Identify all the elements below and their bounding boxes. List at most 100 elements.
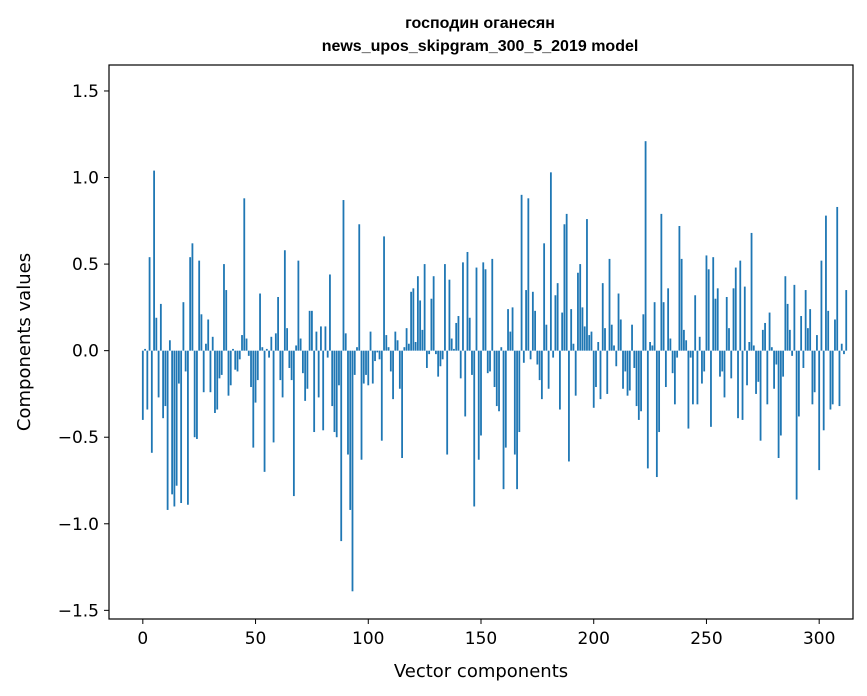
- bar-125: [423, 264, 426, 351]
- bar-262: [732, 288, 735, 351]
- bar-71: [301, 350, 304, 374]
- bar-179: [545, 324, 548, 351]
- bar-305: [829, 350, 832, 410]
- bar-307: [834, 319, 836, 351]
- x-tick-label-2: 100: [352, 629, 384, 649]
- bar-238: [678, 226, 681, 351]
- bar-131: [437, 350, 440, 377]
- bar-172: [529, 350, 532, 360]
- bar-231: [662, 302, 665, 351]
- bar-182: [552, 350, 555, 358]
- bar-102: [371, 350, 374, 384]
- bar-133: [441, 350, 444, 360]
- bar-226: [651, 345, 654, 351]
- bar-160: [502, 350, 505, 490]
- y-tick-label-5: −1.0: [58, 515, 99, 535]
- bar-99: [365, 350, 367, 375]
- bar-258: [723, 350, 726, 398]
- bar-267: [743, 286, 746, 351]
- bar-150: [480, 350, 482, 436]
- bar-194: [579, 264, 582, 351]
- bar-91: [347, 350, 349, 455]
- bar-23: [193, 350, 196, 438]
- bar-59: [274, 333, 277, 351]
- bar-186: [561, 312, 564, 351]
- bar-246: [696, 350, 699, 405]
- bar-101: [369, 331, 372, 351]
- bar-83: [329, 274, 331, 351]
- bar-149: [477, 350, 480, 460]
- bar-7: [157, 350, 160, 398]
- bar-67: [292, 350, 295, 497]
- bar-96: [358, 224, 361, 351]
- bar-17: [180, 350, 183, 504]
- bar-28: [205, 343, 207, 351]
- bar-130: [435, 350, 437, 355]
- bar-21: [189, 257, 192, 351]
- bar-193: [577, 272, 579, 351]
- bar-49: [252, 350, 255, 448]
- bar-84: [331, 350, 334, 407]
- x-tick-label-0: 0: [137, 629, 148, 649]
- bar-237: [676, 350, 679, 358]
- bar-121: [414, 342, 417, 351]
- bar-135: [446, 350, 449, 455]
- y-tick-label-2: 0.5: [72, 255, 99, 275]
- bar-239: [680, 258, 683, 351]
- bar-137: [450, 338, 453, 351]
- bar-112: [394, 331, 397, 351]
- bar-148: [475, 267, 478, 351]
- bar-25: [198, 260, 201, 351]
- bar-103: [374, 350, 376, 362]
- bar-297: [811, 350, 814, 405]
- bar-97: [360, 350, 363, 460]
- bar-259: [725, 296, 728, 351]
- bar-285: [784, 276, 787, 351]
- bar-75: [311, 310, 313, 351]
- bar-213: [622, 350, 624, 389]
- bar-69: [297, 260, 300, 351]
- bar-271: [752, 345, 755, 351]
- bar-43: [238, 350, 241, 360]
- bar-227: [653, 302, 656, 351]
- bar-85: [333, 350, 336, 433]
- bar-79: [320, 326, 322, 351]
- bar-232: [664, 350, 667, 388]
- bar-154: [489, 350, 491, 372]
- bar-235: [671, 350, 674, 374]
- bar-153: [486, 350, 489, 374]
- bar-202: [597, 342, 600, 351]
- bar-74: [308, 310, 311, 351]
- bar-207: [608, 258, 611, 351]
- bar-302: [822, 350, 825, 431]
- bar-78: [317, 350, 320, 398]
- bar-68: [295, 345, 298, 351]
- y-axis-label: Components values: [14, 253, 35, 431]
- bar-294: [804, 290, 807, 351]
- bar-162: [507, 309, 509, 351]
- bar-140: [457, 316, 460, 351]
- bar-225: [649, 342, 651, 351]
- bar-40: [232, 348, 234, 351]
- bar-156: [493, 350, 496, 388]
- bar-73: [306, 350, 309, 389]
- bar-268: [746, 350, 748, 386]
- bar-224: [646, 350, 649, 469]
- bar-144: [466, 251, 469, 351]
- bar-212: [619, 319, 622, 351]
- bar-141: [459, 350, 462, 379]
- bar-22: [191, 243, 194, 351]
- bar-6: [155, 317, 158, 351]
- x-tick-label-1: 50: [245, 629, 267, 649]
- bar-86: [335, 350, 338, 438]
- bar-119: [410, 291, 413, 351]
- x-tick-label-4: 200: [578, 629, 610, 649]
- x-axis: 0 50 100 150 200 250 300: [137, 619, 835, 649]
- bar-161: [504, 350, 507, 448]
- bar-306: [831, 350, 834, 405]
- bar-70: [299, 338, 302, 351]
- bar-166: [516, 350, 518, 490]
- bar-295: [807, 328, 809, 351]
- bar-249: [703, 350, 706, 372]
